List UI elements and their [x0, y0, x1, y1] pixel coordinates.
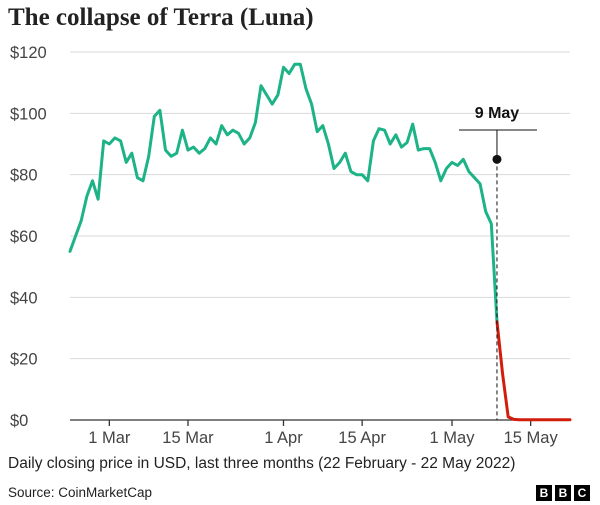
bbc-logo: B B C — [536, 485, 590, 501]
series-line-before-9-may — [68, 62, 499, 324]
series-line-after-9-may — [495, 320, 572, 422]
chart-subtitle: Daily closing price in USD, last three m… — [8, 455, 516, 472]
y-tick-label: $120 — [10, 44, 47, 62]
y-tick-label: $80 — [10, 167, 38, 185]
y-tick-label: $100 — [10, 105, 47, 123]
series-lines — [68, 62, 572, 422]
y-tick-label: $0 — [10, 412, 28, 430]
logo-letter: C — [574, 485, 590, 501]
x-axis: 1 Mar 15 Mar 1 Apr 15 Apr 1 May 15 May — [70, 419, 570, 447]
source-note: Source: CoinMarketCap — [8, 485, 153, 500]
annotation-marker — [492, 154, 502, 164]
chart-title: The collapse of Terra (Luna) — [8, 4, 314, 31]
y-tick-label: $20 — [10, 351, 38, 369]
logo-letter: B — [555, 485, 571, 501]
x-tick-label: 15 Apr — [338, 429, 386, 447]
x-tick-label: 15 Mar — [162, 429, 214, 447]
logo-letter: B — [536, 485, 552, 501]
gridlines — [70, 51, 570, 360]
annotation: 9 May — [458, 105, 537, 420]
x-tick-label: 1 Mar — [88, 429, 131, 447]
x-tick-label: 1 May — [430, 429, 476, 447]
x-tick-label: 1 Apr — [264, 429, 303, 447]
annotation-label: 9 May — [475, 105, 520, 122]
x-tick-label: 15 May — [504, 429, 559, 447]
line-chart: $0$20$40$60$80$100$120 1 Mar 15 Mar 1 Apr 1… — [10, 44, 572, 447]
y-axis-labels: $0 $20 $40 $60 $80 $100 $120 — [10, 44, 47, 430]
y-tick-label: $40 — [10, 289, 38, 307]
y-tick-label: $60 — [10, 228, 38, 246]
